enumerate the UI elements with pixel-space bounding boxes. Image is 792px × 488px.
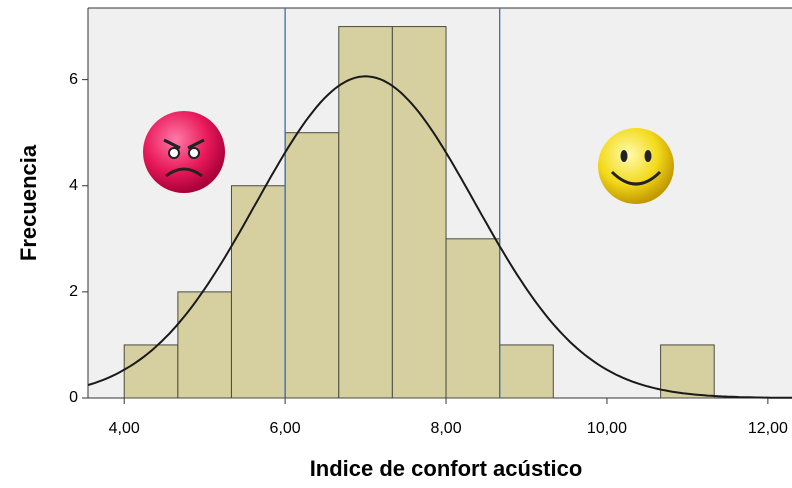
- y-tick-label: 2: [69, 283, 78, 300]
- x-tick-label: 12,00: [748, 420, 788, 437]
- marks: 0 2 4 6 4,00 6,00 8,00 10,00 12,00: [69, 8, 792, 437]
- bar: [123, 344, 179, 399]
- bar: [177, 291, 232, 399]
- x-tick-label: 6,00: [270, 420, 301, 437]
- bar: [391, 26, 447, 399]
- normal-curve: [87, 75, 792, 399]
- angry-face: [143, 111, 225, 193]
- y-tick-label: 6: [69, 71, 78, 88]
- y-axis-title: Frecuencia: [16, 144, 41, 261]
- bar: [445, 238, 501, 399]
- smiley-face: [598, 128, 674, 204]
- x-tick-label: 8,00: [430, 420, 461, 437]
- y-tick-label: 0: [69, 389, 78, 406]
- bar: [338, 26, 393, 399]
- bar: [230, 185, 286, 399]
- bar: [499, 344, 554, 399]
- x-tick-label: 10,00: [587, 420, 627, 437]
- x-tick-label: 4,00: [109, 420, 140, 437]
- bar: [284, 132, 340, 399]
- y-tick-label: 4: [69, 177, 78, 194]
- bar: [660, 344, 715, 399]
- x-axis-title: Indice de confort acústico: [310, 456, 583, 481]
